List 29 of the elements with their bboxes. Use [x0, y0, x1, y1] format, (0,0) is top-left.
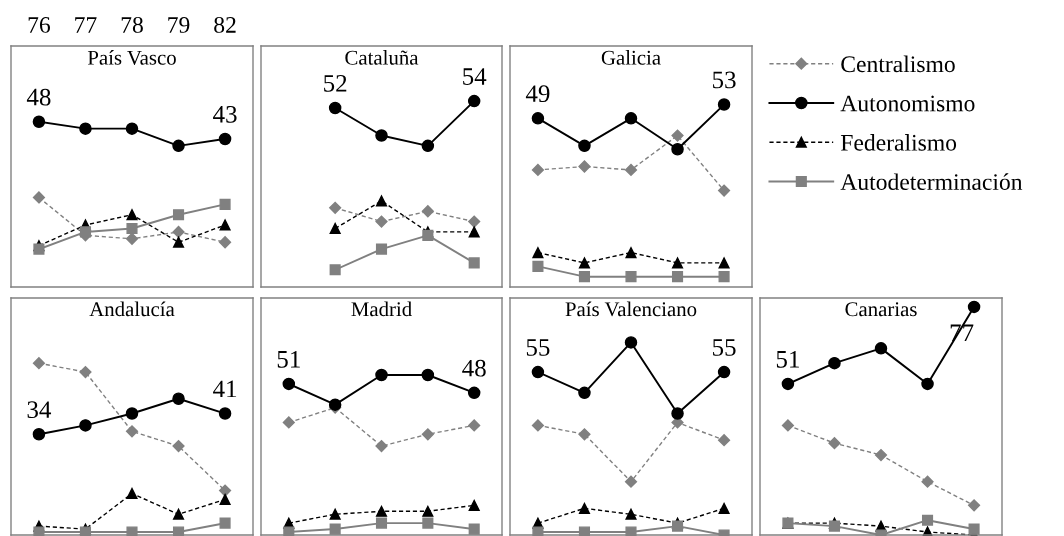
data-label: 34 [27, 401, 52, 419]
legend-label: Centralismo [841, 55, 955, 73]
data-label: 53 [713, 71, 736, 89]
chart-title: Galicia [601, 50, 661, 65]
x-tick-label: 79 [168, 17, 190, 33]
chart-title: País Valenciano [565, 301, 697, 317]
x-tick-label: 77 [75, 17, 97, 33]
legend-label: Federalismo [840, 134, 957, 151]
legend-label: Autonomismo [840, 95, 975, 112]
chart-title: Madrid [351, 301, 412, 317]
chart-title: Canarias [845, 302, 917, 317]
chart-title: Cataluña [345, 50, 419, 65]
data-label: 51 [776, 350, 799, 368]
data-label: 55 [526, 339, 550, 356]
data-label: 49 [525, 85, 550, 103]
data-label: 48 [462, 359, 486, 377]
chart-title: Andalucía [89, 301, 175, 317]
data-label: 48 [26, 88, 51, 106]
x-tick-label: 82 [214, 16, 236, 33]
data-label: 52 [324, 74, 347, 92]
data-label: 41 [213, 380, 237, 398]
x-tick-label: 76 [28, 17, 51, 33]
data-label: 54 [463, 68, 487, 85]
data-label: 43 [213, 105, 237, 123]
data-label: 55 [713, 339, 736, 356]
chart-title: País Vasco [87, 50, 176, 65]
legend-label: Autodeterminación [840, 173, 1023, 190]
data-label: 51 [277, 350, 300, 368]
x-tick-label: 78 [121, 16, 143, 33]
